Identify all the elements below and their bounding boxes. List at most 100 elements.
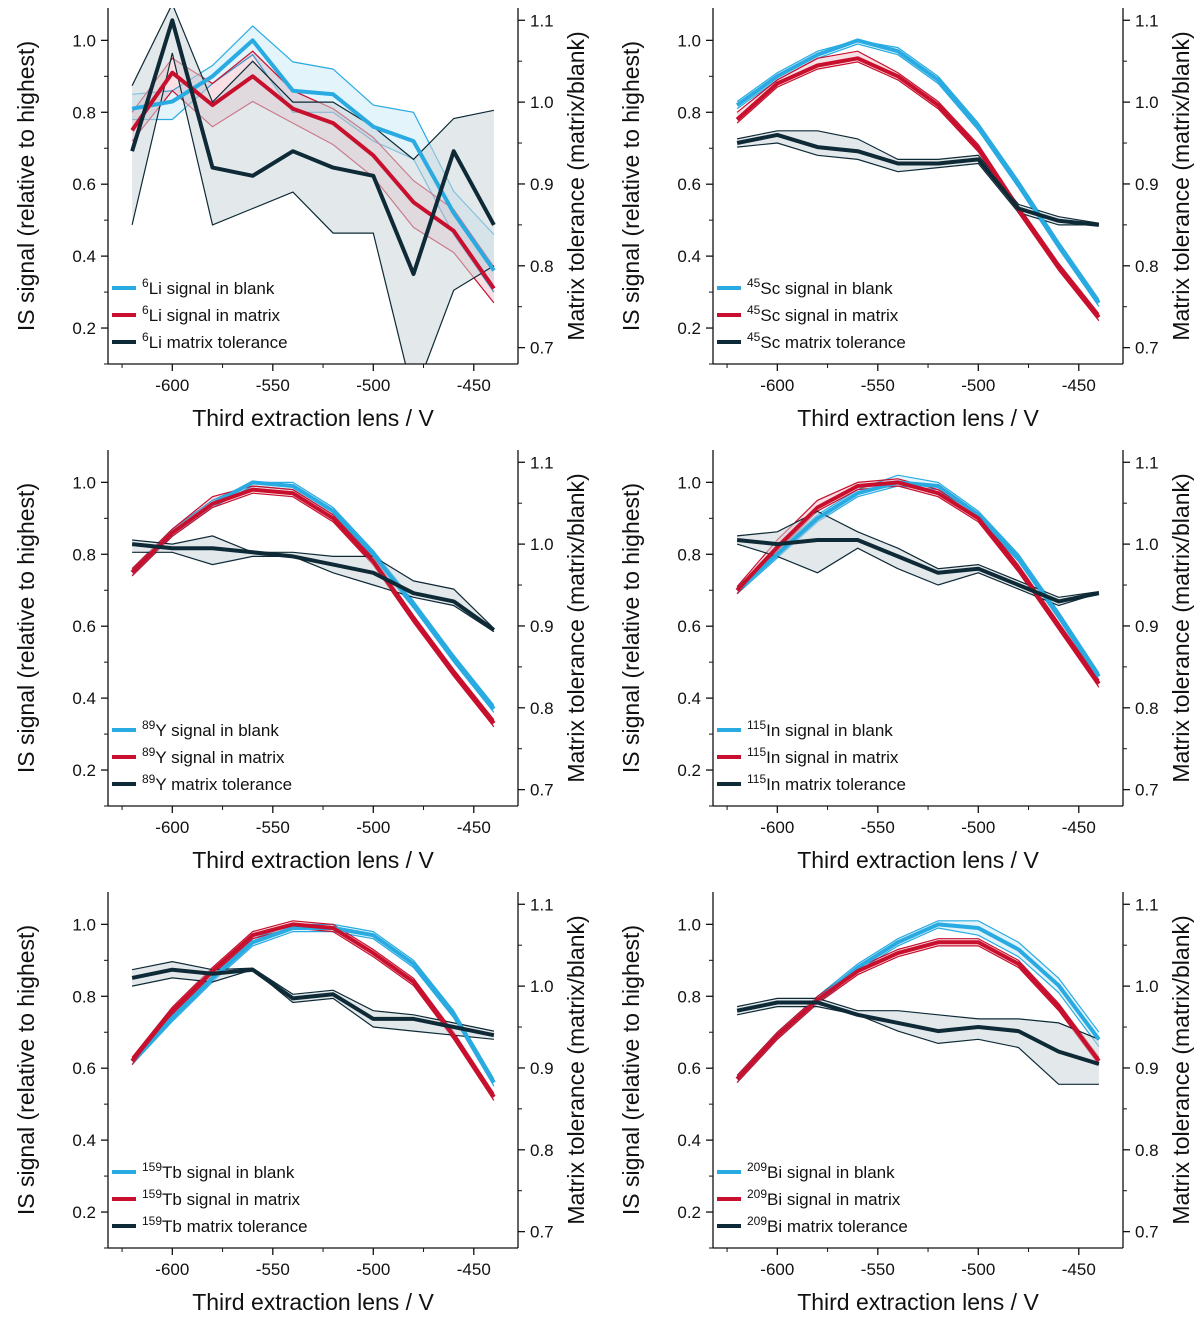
y-left-axis-label: IS signal (relative to highest): [13, 925, 39, 1215]
x-tick-label: -500: [356, 818, 390, 837]
y-right-tick-label: 0.7: [530, 781, 554, 800]
legend-label: 6Li matrix tolerance: [142, 330, 288, 352]
x-tick-label: -550: [256, 818, 290, 837]
plot-area: [130, 480, 496, 728]
y-right-tick-label: 1.1: [530, 895, 554, 914]
plot-area: [735, 38, 1101, 322]
band-matrix-tolerance: [132, 535, 494, 632]
x-tick-label: -500: [961, 818, 995, 837]
series-line-matrix-tolerance: [131, 967, 495, 1038]
legend-label: 89Y signal in matrix: [142, 745, 285, 767]
y-right-axis-label: Matrix tolerance (matrix/blank): [563, 473, 589, 782]
legend-label: 209Bi signal in blank: [747, 1160, 895, 1182]
panel-y: -600 -550 -500 -450 0.2 0.4 0.6 0.8 1.0 0.7 0.8 0.9…: [13, 450, 589, 873]
y-right-tick-label: 0.8: [1135, 699, 1159, 718]
band-edge-low: [736, 485, 1100, 688]
band-edge-high: [736, 478, 1100, 681]
legend: 209Bi signal in blank 209Bi signal in mat…: [717, 1160, 908, 1236]
band-edge-high: [131, 8, 495, 161]
band-matrix-tolerance: [737, 130, 1099, 225]
series-line-matrix-tolerance: [131, 542, 496, 632]
legend-label: 45Sc signal in matrix: [747, 303, 899, 325]
band-edge-low: [736, 485, 1100, 681]
series-line-signal-in-matrix: [130, 487, 496, 725]
plot-area: [735, 920, 1101, 1085]
y-right-tick-label: 0.8: [530, 257, 554, 276]
x-axis-label: Third extraction lens / V: [797, 405, 1039, 431]
band-edge-high: [736, 997, 1100, 1040]
y-right-tick-label: 0.7: [1135, 1223, 1159, 1242]
band-edge-low: [737, 142, 1099, 226]
y-right-tick-label: 1.0: [530, 535, 554, 554]
series-line-signal-in-matrix: [735, 56, 1101, 319]
band-edge-low: [131, 930, 495, 1087]
band-edge-low: [736, 945, 1100, 1084]
series-line-matrix-tolerance: [736, 1000, 1100, 1066]
panel-li: -600 -550 -500 -450 0.2 0.4 0.6 0.8 1.0 0.7 0.8 0.9…: [13, 8, 589, 431]
x-tick-label: -500: [356, 1260, 390, 1279]
y-left-tick-label: 1.0: [72, 31, 96, 50]
x-axis-label: Third extraction lens / V: [192, 405, 434, 431]
x-tick-label: -600: [760, 376, 794, 395]
y-right-tick-label: 0.9: [1135, 175, 1159, 194]
y-right-tick-label: 0.7: [530, 339, 554, 358]
band-edge-high: [131, 960, 495, 1032]
y-left-axis-label: IS signal (relative to highest): [13, 41, 39, 331]
band-matrix-tolerance: [737, 998, 1099, 1085]
series-line-signal-in-matrix: [735, 940, 1101, 1081]
x-tick-label: -500: [961, 376, 995, 395]
legend-label: 115In matrix tolerance: [747, 772, 906, 794]
x-tick-label: -600: [155, 818, 189, 837]
legend-label: 6Li signal in blank: [142, 276, 275, 298]
y-left-tick-label: 0.2: [677, 1203, 701, 1222]
y-left-axis-label: IS signal (relative to highest): [618, 925, 644, 1215]
y-left-tick-label: 0.2: [677, 761, 701, 780]
band-edge-low: [736, 43, 1100, 307]
y-right-tick-label: 1.0: [1135, 535, 1159, 554]
legend: 115In signal in blank 115In signal in mat…: [717, 718, 906, 794]
band-edge-high: [131, 920, 495, 1094]
y-left-tick-label: 0.6: [72, 175, 96, 194]
x-tick-label: -450: [457, 376, 491, 395]
legend-label: 115In signal in blank: [747, 718, 893, 740]
band-signal-in-matrix: [132, 920, 494, 1101]
x-axis-label: Third extraction lens / V: [192, 847, 434, 873]
y-right-tick-label: 1.0: [530, 977, 554, 996]
legend-label: 115In signal in matrix: [747, 745, 899, 767]
series-line-matrix-tolerance: [736, 132, 1100, 227]
x-tick-label: -550: [861, 818, 895, 837]
y-left-tick-label: 1.0: [72, 915, 96, 934]
y-right-axis-label: Matrix tolerance (matrix/blank): [1168, 473, 1194, 782]
band-edge-low: [131, 52, 495, 364]
x-tick-label: -550: [256, 376, 290, 395]
y-right-axis-label: Matrix tolerance (matrix/blank): [563, 915, 589, 1224]
y-right-axis-label: Matrix tolerance (matrix/blank): [563, 31, 589, 340]
panel-tb: -600 -550 -500 -450 0.2 0.4 0.6 0.8 1.0 0.7 0.8 0.9…: [13, 892, 589, 1315]
legend-label: 159Tb matrix tolerance: [142, 1214, 308, 1236]
series-line-signal-in-matrix: [130, 922, 496, 1099]
y-right-tick-label: 1.0: [530, 93, 554, 112]
y-left-axis-label: IS signal (relative to highest): [13, 483, 39, 773]
y-left-tick-label: 1.0: [72, 473, 96, 492]
band-edge-high: [131, 481, 495, 706]
x-tick-label: -550: [861, 376, 895, 395]
band-edge-high: [736, 938, 1100, 1076]
y-right-tick-label: 1.0: [1135, 93, 1159, 112]
x-axis-label: Third extraction lens / V: [192, 1289, 434, 1315]
x-tick-label: -600: [155, 1260, 189, 1279]
y-left-tick-label: 0.4: [677, 689, 701, 708]
x-tick-label: -500: [961, 1260, 995, 1279]
y-left-tick-label: 1.0: [677, 31, 701, 50]
y-right-tick-label: 0.8: [1135, 257, 1159, 276]
legend-label: 159Tb signal in matrix: [142, 1187, 300, 1209]
band-edge-low: [736, 1005, 1099, 1085]
x-tick-label: -550: [861, 1260, 895, 1279]
x-tick-label: -450: [457, 818, 491, 837]
y-right-tick-label: 1.1: [1135, 895, 1159, 914]
y-left-tick-label: 0.6: [677, 617, 701, 636]
legend-label: 45Sc matrix tolerance: [747, 330, 906, 352]
legend-label: 209Bi matrix tolerance: [747, 1214, 908, 1236]
y-right-tick-label: 0.7: [530, 1223, 554, 1242]
legend-label: 89Y signal in blank: [142, 718, 279, 740]
